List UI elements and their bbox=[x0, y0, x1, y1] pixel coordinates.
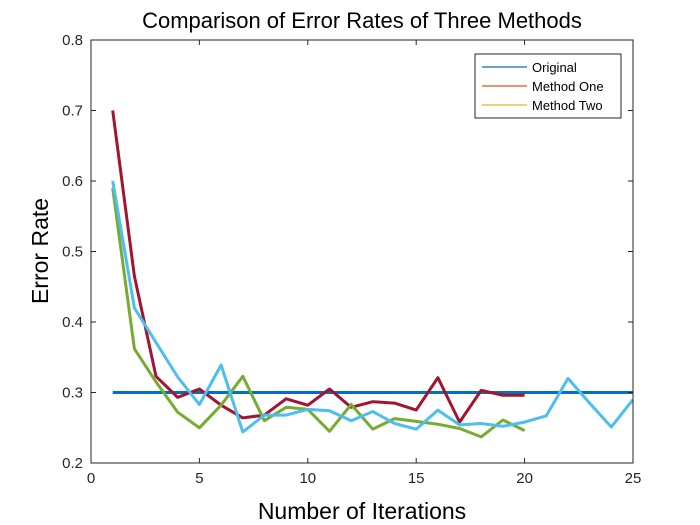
x-tick-label: 20 bbox=[516, 470, 533, 487]
y-tick-label: 0.8 bbox=[62, 32, 83, 49]
x-tick-label: 10 bbox=[299, 470, 316, 487]
x-tick-label: 15 bbox=[408, 470, 425, 487]
y-tick-label: 0.7 bbox=[62, 103, 83, 120]
axes bbox=[90, 39, 634, 464]
series-line-4 bbox=[111, 180, 635, 434]
legend-entry: Method One bbox=[532, 79, 604, 94]
y-tick-label: 0.3 bbox=[62, 385, 83, 402]
y-tick-label: 0.6 bbox=[62, 173, 83, 190]
legend: Original Method One Method Two bbox=[474, 53, 622, 119]
y-axis-label: Error Rate bbox=[27, 198, 53, 304]
y-tick-label: 0.5 bbox=[62, 244, 83, 261]
y-tick-label: 0.2 bbox=[62, 455, 83, 472]
chart-title: Comparison of Error Rates of Three Metho… bbox=[142, 8, 582, 33]
y-tick-label: 0.4 bbox=[62, 314, 83, 331]
tick-labels: 0 5 10 15 20 25 0.2 0.3 0.4 0.5 0.6 0.7 0.8 bbox=[62, 32, 641, 487]
x-tick-label: 0 bbox=[87, 470, 95, 487]
x-tick-label: 5 bbox=[195, 470, 203, 487]
legend-entry: Method Two bbox=[532, 98, 603, 113]
legend-entry: Original bbox=[532, 60, 577, 75]
series-line-2 bbox=[111, 110, 525, 424]
series-line-3 bbox=[111, 187, 526, 439]
series-layer bbox=[111, 110, 635, 439]
x-tick-label: 25 bbox=[625, 470, 642, 487]
x-axis-label: Number of Iterations bbox=[258, 498, 466, 524]
